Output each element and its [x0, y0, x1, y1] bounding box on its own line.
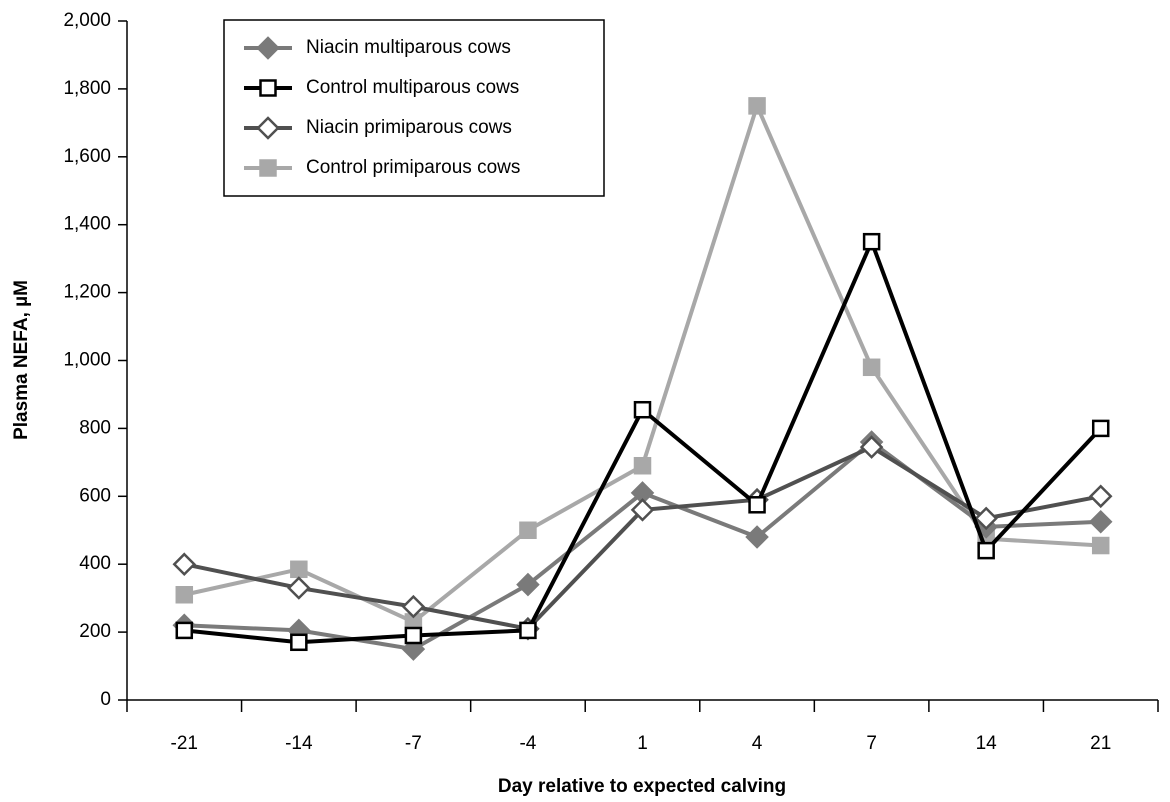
- legend-marker: [256, 36, 280, 60]
- legend-label: Control multiparous cows: [306, 77, 519, 98]
- y-tick-label: 400: [79, 553, 111, 574]
- marker: [748, 496, 766, 514]
- marker: [290, 560, 308, 579]
- marker: [633, 456, 652, 475]
- legend-label: Control primiparous cows: [306, 157, 520, 178]
- y-tick-label: 0: [100, 689, 111, 710]
- x-tick-label: 7: [866, 733, 877, 754]
- marker: [287, 576, 311, 600]
- y-tick-label: 1,200: [63, 282, 111, 303]
- legend-marker: [256, 116, 280, 140]
- marker: [519, 521, 537, 539]
- legend-label: Niacin multiparous cows: [306, 37, 511, 58]
- marker: [745, 525, 769, 549]
- legend: Niacin multiparous cows Control multiparo…: [223, 19, 605, 197]
- marker: [859, 435, 884, 459]
- marker: [290, 633, 308, 652]
- x-tick-label: 14: [976, 733, 998, 754]
- legend-marker: [259, 79, 277, 97]
- marker: [175, 621, 194, 640]
- marker: [862, 232, 881, 251]
- marker: [977, 541, 995, 560]
- marker: [1088, 509, 1113, 534]
- marker: [1091, 419, 1110, 438]
- marker: [974, 506, 998, 531]
- x-tick-label: 4: [752, 733, 763, 754]
- y-tick-label: 600: [79, 485, 111, 506]
- marker: [1091, 536, 1110, 555]
- legend-marker: [259, 159, 277, 177]
- marker: [1088, 484, 1113, 509]
- y-tick-label: 2,000: [63, 10, 111, 31]
- marker: [748, 97, 766, 115]
- marker: [862, 358, 881, 377]
- y-tick-label: 1,400: [63, 214, 111, 235]
- x-tick-label: -4: [519, 733, 536, 754]
- marker: [630, 498, 655, 522]
- x-tick-label: 1: [637, 733, 648, 754]
- x-tick-label: -7: [405, 733, 422, 754]
- x-axis-title: Day relative to expected calving: [498, 776, 786, 797]
- y-tick-label: 800: [79, 417, 111, 438]
- x-tick-label: 21: [1090, 733, 1111, 754]
- plot-area: [172, 97, 1113, 661]
- y-tick-label: 200: [79, 621, 111, 642]
- marker: [404, 626, 423, 645]
- marker: [516, 572, 540, 597]
- y-tick-label: 1,800: [63, 78, 111, 99]
- marker: [401, 594, 426, 619]
- y-tick-label: 1,000: [63, 350, 111, 371]
- marker: [519, 621, 537, 640]
- marker: [633, 400, 652, 419]
- marker: [172, 552, 197, 576]
- series-line: [184, 236, 1103, 645]
- legend-label: Niacin primiparous cows: [306, 117, 512, 138]
- y-tick-label: 1,600: [63, 146, 111, 167]
- y-axis-title: Plasma NEFA, µM: [11, 280, 32, 440]
- x-tick-label: -21: [171, 733, 198, 754]
- x-tick-label: -14: [285, 733, 313, 754]
- marker: [175, 586, 194, 604]
